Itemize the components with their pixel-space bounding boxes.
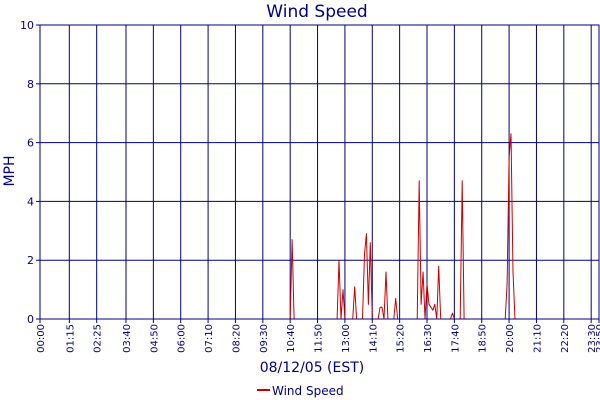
legend: Wind Speed <box>257 384 344 398</box>
x-tick-label: 21:10 <box>532 324 543 353</box>
y-axis-label: MPH <box>2 155 18 186</box>
x-tick-label: 23:50 <box>595 324 600 353</box>
x-tick-label: 06:00 <box>177 324 188 353</box>
plot-frame <box>39 24 600 320</box>
x-tick-label: 10:40 <box>286 324 297 353</box>
series-line-wind-speed <box>40 133 599 320</box>
legend-label: Wind Speed <box>272 384 344 398</box>
y-tick-label: 0 <box>27 313 34 326</box>
x-tick-label: 13:00 <box>341 324 352 353</box>
x-tick-label: 17:40 <box>450 324 461 353</box>
chart-title: Wind Speed <box>266 2 367 22</box>
x-tick-label: 08:20 <box>231 324 242 353</box>
y-tick-label: 10 <box>20 19 34 32</box>
x-tick-label: 04:50 <box>149 324 160 353</box>
y-tick-label: 4 <box>27 195 34 208</box>
x-tick-label: 18:50 <box>478 324 489 353</box>
x-tick-label: 20:00 <box>505 324 516 353</box>
x-tick-label: 03:40 <box>122 324 133 353</box>
x-tick-label: 16:30 <box>423 324 434 353</box>
x-tick-label: 15:20 <box>396 324 407 353</box>
x-tick-label: 01:15 <box>65 324 76 353</box>
y-tick-label: 2 <box>27 254 34 267</box>
x-axis-label: 08/12/05 (EST) <box>260 360 365 376</box>
y-tick-label: 6 <box>27 137 34 150</box>
x-tick-label: 02:25 <box>93 324 104 353</box>
x-tick-label: 23:30 <box>587 324 598 353</box>
series-layer <box>40 133 599 320</box>
y-tick-label: 8 <box>27 78 34 91</box>
x-tick-label: 07:10 <box>204 324 215 353</box>
grid-lines <box>36 24 600 323</box>
x-tick-label: 09:30 <box>259 324 270 353</box>
x-tick-label: 22:20 <box>560 324 571 353</box>
x-tick-label: 11:50 <box>314 324 325 353</box>
y-tick-labels: 0 2 4 6 8 10 <box>20 19 34 326</box>
x-tick-label: 14:10 <box>368 324 379 353</box>
x-tick-labels: 00:00 01:15 02:25 03:40 04:50 06:00 07:10 08:20… <box>36 324 600 353</box>
x-tick-label: 00:00 <box>36 324 47 353</box>
